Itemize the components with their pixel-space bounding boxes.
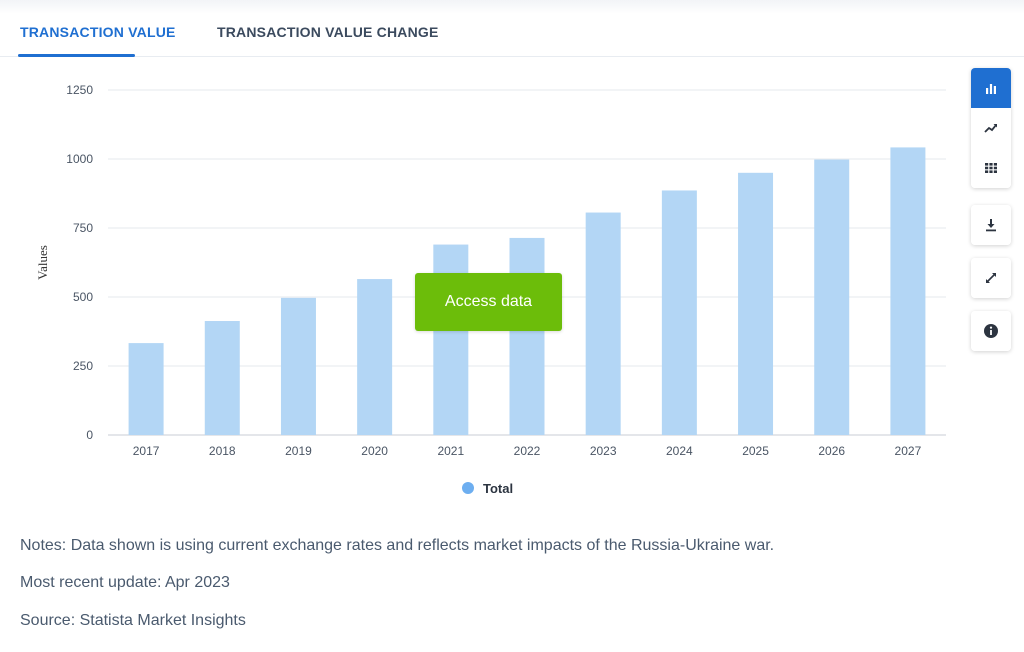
legend-marker-total (462, 482, 474, 494)
y-tick-label: 750 (73, 221, 93, 235)
active-tab-indicator (18, 54, 135, 57)
line-chart-button[interactable] (971, 108, 1011, 148)
source-text: Source: Statista Market Insights (20, 612, 246, 629)
table-icon (985, 163, 997, 173)
y-tick-label: 0 (86, 428, 93, 442)
notes-text: Notes: Data shown is using current excha… (20, 537, 775, 554)
bar-2025[interactable] (738, 172, 774, 436)
bar-chart-button[interactable] (971, 68, 1011, 108)
bar-chart-icon (986, 84, 996, 94)
bar-2027[interactable] (890, 147, 926, 435)
info-icon (984, 324, 998, 338)
fullscreen-icon (986, 273, 996, 283)
x-tick-label: 2020 (361, 444, 388, 458)
update-text: Most recent update: Apr 2023 (20, 574, 230, 591)
y-tick-label: 1250 (66, 83, 93, 97)
x-tick-label: 2024 (666, 444, 693, 458)
y-axis-label: Values (35, 245, 50, 280)
info-group (971, 311, 1011, 351)
top-strip (0, 0, 1024, 14)
fullscreen-group (971, 258, 1011, 298)
x-tick-label: 2026 (818, 444, 845, 458)
download-button[interactable] (971, 205, 1011, 245)
bar-2017[interactable] (128, 343, 164, 435)
x-tick-label: 2018 (209, 444, 236, 458)
chart-type-group (971, 68, 1011, 188)
y-tick-label: 1000 (66, 152, 93, 166)
line-chart-icon (984, 124, 997, 133)
download-group (971, 205, 1011, 245)
bar-2023[interactable] (585, 212, 621, 435)
x-tick-label: 2019 (285, 444, 312, 458)
fullscreen-button[interactable] (971, 258, 1011, 298)
bar-2018[interactable] (204, 321, 240, 435)
chart-legend[interactable]: Total (462, 479, 513, 497)
x-tick-label: 2017 (133, 444, 160, 458)
bar-2020[interactable] (357, 279, 393, 435)
bar-chart: 0 250 500 750 1000 1250 Values 2017 2018 2019 2020… (35, 83, 946, 458)
x-tick-label: 2021 (437, 444, 464, 458)
tab-bar: TRANSACTION VALUE TRANSACTION VALUE CHAN… (0, 14, 1024, 57)
bar-2022[interactable] (509, 237, 545, 435)
x-tick-label: 2025 (742, 444, 769, 458)
y-tick-label: 500 (73, 290, 93, 304)
y-tick-label: 250 (73, 359, 93, 373)
bar-2026[interactable] (814, 159, 850, 435)
x-tick-label: 2023 (590, 444, 617, 458)
download-icon (986, 219, 996, 232)
tab-transaction-value-change[interactable]: TRANSACTION VALUE CHANGE (217, 24, 439, 40)
x-tick-label: 2022 (514, 444, 541, 458)
access-data-button[interactable]: Access data (415, 273, 562, 331)
bar-2019[interactable] (280, 297, 316, 435)
x-tick-label: 2027 (895, 444, 922, 458)
bar-2024[interactable] (661, 190, 697, 435)
tab-transaction-value[interactable]: TRANSACTION VALUE (20, 24, 176, 40)
table-button[interactable] (971, 148, 1011, 188)
legend-label-total: Total (483, 480, 514, 496)
info-button[interactable] (971, 311, 1011, 351)
